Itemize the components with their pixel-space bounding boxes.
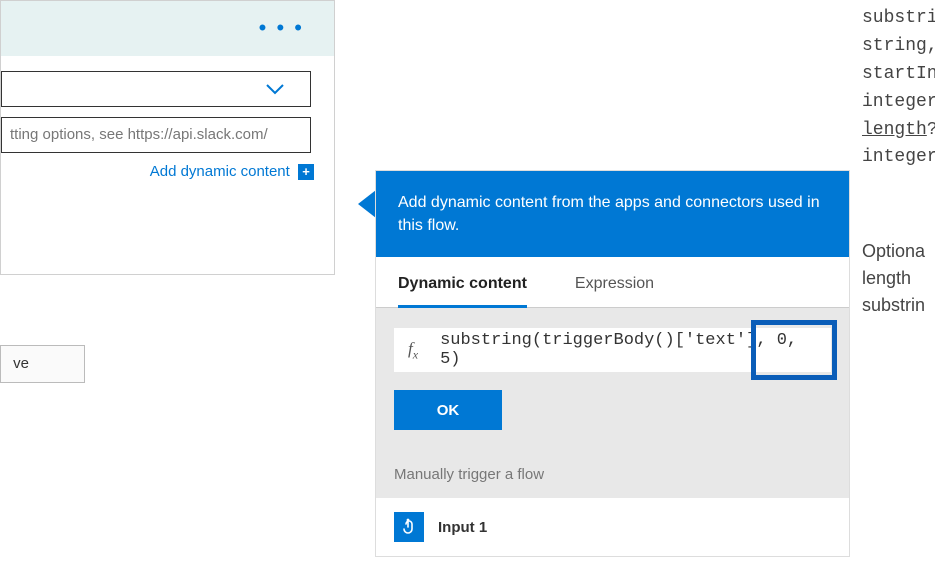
touch-icon (394, 512, 424, 542)
ok-button[interactable]: OK (394, 390, 502, 430)
action-card: • • • tting options, see https://api.sla… (0, 0, 335, 275)
plus-icon: + (298, 164, 314, 180)
panel-tabs: Dynamic content Expression (376, 257, 849, 308)
expression-area: fx substring(triggerBody()['text'], 0, 5… (376, 308, 849, 448)
callout-pointer (358, 190, 376, 218)
save-button[interactable]: ve (0, 345, 85, 383)
chevron-down-icon (265, 82, 285, 96)
tooltip-signature: substri string, startIn integer length? … (862, 5, 935, 172)
dynamic-content-panel: Add dynamic content from the apps and co… (375, 170, 850, 557)
message-text-input[interactable]: tting options, see https://api.slack.com… (1, 117, 311, 153)
tooltip-description: Optiona length substrin (862, 238, 925, 319)
dynamic-item-input1[interactable]: Input 1 (376, 497, 849, 556)
add-dynamic-content-link[interactable]: Add dynamic content + (1, 153, 334, 180)
dynamic-item-label: Input 1 (438, 519, 487, 536)
panel-header-text: Add dynamic content from the apps and co… (376, 171, 849, 257)
tab-expression[interactable]: Expression (575, 275, 654, 307)
channel-dropdown[interactable] (1, 71, 311, 107)
add-dynamic-content-label: Add dynamic content (150, 163, 290, 180)
card-header: • • • (1, 1, 334, 56)
fx-icon: fx (408, 339, 418, 362)
more-icon[interactable]: • • • (259, 25, 304, 31)
expression-text: substring(triggerBody()['text'], 0, 5) (440, 331, 817, 369)
tab-dynamic-content[interactable]: Dynamic content (398, 275, 527, 308)
trigger-section-label: Manually trigger a flow (376, 448, 849, 497)
expression-input[interactable]: fx substring(triggerBody()['text'], 0, 5… (394, 328, 831, 372)
